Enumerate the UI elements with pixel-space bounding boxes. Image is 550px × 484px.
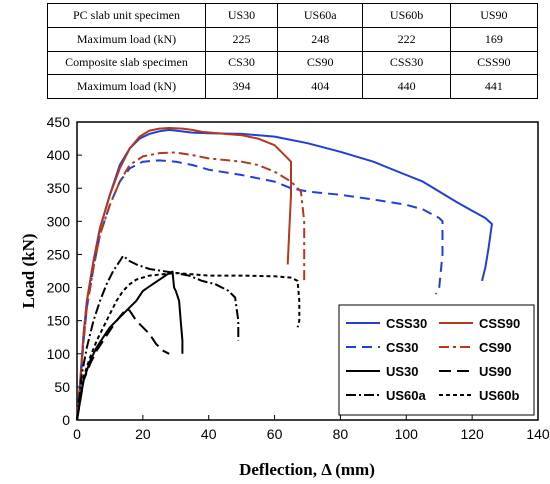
table-cell: CS30 [205,50,278,76]
y-axis-title: Load (kN) [19,233,38,308]
legend-label-us60b: US60b [479,388,520,403]
legend-label-css90: CSS90 [479,316,520,331]
x-tick-label: 40 [201,426,217,442]
table-cell: US60b [362,3,451,28]
table-cell: CSS90 [449,50,539,76]
y-tick-label: 250 [47,246,71,262]
x-axis-title: Deflection, Δ (mm) [239,460,375,479]
table-cell: 248 [276,26,364,52]
plot-frame [76,121,539,421]
table-row: Composite slab specimen CS30 CS90 CSS30 … [47,50,539,76]
x-tick-label: 20 [135,426,151,442]
y-tick-label: 50 [54,379,70,395]
row-label: PC slab unit specimen [47,3,206,28]
series-line-cs90 [76,151,306,421]
table-cell: 169 [449,26,539,52]
y-tick-label: 350 [47,180,71,196]
y-tick-label: 450 [47,114,71,130]
table-cell: CSS30 [362,50,451,76]
y-tick-label: 150 [47,313,71,329]
x-tick-label: 120 [460,426,484,442]
load-deflection-chart: 0 20 40 60 80 100 120 140 0 50 100 150 200 250 300 350 4… [19,114,550,479]
y-tick-label: 100 [47,346,71,362]
results-table: PC slab unit specimen US30 US60a US60b U… [47,3,539,99]
legend-label-us30: US30 [386,364,419,379]
table-cell: CS90 [276,50,364,76]
table-row: Maximum load (kN) 225 248 222 169 [47,26,539,52]
legend-label-css30: CSS30 [386,316,427,331]
table-cell: 225 [205,26,278,52]
table-row: Maximum load (kN) 394 404 440 441 [47,74,539,99]
table-row: PC slab unit specimen US30 US60a US60b U… [47,3,539,28]
x-tick-label: 140 [526,426,550,442]
x-tick-label: 60 [267,426,283,442]
row-label: Composite slab specimen [47,50,206,76]
y-tick-label: 400 [47,147,71,163]
legend-label-cs30: CS30 [386,340,419,355]
row-label: Maximum load (kN) [47,74,206,99]
series-line-us60a [76,254,240,421]
table-cell: 222 [362,26,451,52]
table-cell: US60a [276,3,364,28]
series-group [76,127,493,421]
x-tick-label: 0 [73,426,81,442]
table-cell: US30 [205,3,278,28]
series-line-css90 [76,127,292,421]
row-label: Maximum load (kN) [47,26,206,52]
legend-label-us90: US90 [479,364,512,379]
series-line-us60b [76,272,301,421]
y-tick-label: 300 [47,213,71,229]
series-line-us90 [76,307,170,421]
table-cell: 394 [205,74,278,99]
table-cell: 404 [276,74,364,99]
series-line-cs30 [76,159,444,421]
legend-label-cs90: CS90 [479,340,512,355]
legend: CSS30 CSS90 CS30 CS90 US30 US90 US60a US60b [338,304,535,416]
series-line-us30 [76,270,184,421]
plot-area: 0 20 40 60 80 100 120 140 0 50 100 150 200 250 300 350 4… [47,114,550,442]
y-tick-label: 0 [62,412,70,428]
y-tick-label: 200 [47,280,71,296]
table-cell: 441 [449,74,539,99]
table-cell: US90 [449,3,539,28]
x-tick-label: 100 [395,426,419,442]
table-cell: 440 [362,74,451,99]
legend-label-us60a: US60a [386,388,427,403]
x-tick-label: 80 [333,426,349,442]
axis-ticks: 0 20 40 60 80 100 120 140 0 50 100 150 200 250 300 350 4… [47,114,550,442]
